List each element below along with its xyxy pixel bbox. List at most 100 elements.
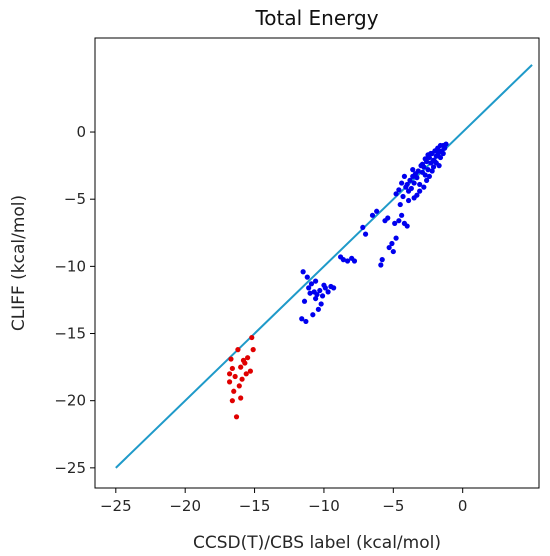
scatter-point bbox=[337, 254, 344, 260]
scatter-point bbox=[228, 356, 234, 362]
scatter-points-layer bbox=[226, 141, 449, 420]
scatter-point bbox=[393, 191, 399, 197]
scatter-point bbox=[238, 395, 244, 401]
scatter-point bbox=[240, 357, 247, 363]
scatter-point bbox=[236, 383, 242, 389]
scatter-point bbox=[232, 373, 238, 380]
scatter-point bbox=[430, 164, 437, 170]
scatter-point bbox=[396, 218, 402, 224]
scatter-point bbox=[325, 289, 331, 295]
x-axis-label: CCSD(T)/CBS label (kcal/mol) bbox=[193, 533, 441, 553]
x-axis-ticks: −25 −20 −15 −10 −5 0 bbox=[100, 488, 467, 515]
scatter-point bbox=[243, 371, 249, 377]
scatter-point bbox=[442, 145, 448, 151]
scatter-point bbox=[239, 376, 245, 382]
scatter-point bbox=[238, 364, 244, 370]
scatter-point bbox=[379, 257, 385, 263]
scatter-point bbox=[369, 212, 376, 218]
scatter-point bbox=[428, 150, 434, 157]
scatter-point bbox=[405, 197, 412, 204]
scatter-point bbox=[303, 318, 309, 325]
scatter-point bbox=[313, 295, 319, 302]
scatter-point bbox=[399, 212, 405, 218]
scatter-point bbox=[313, 278, 319, 284]
scatter-point bbox=[374, 208, 380, 214]
y-tick-label: −5 bbox=[64, 190, 86, 208]
scatter-point bbox=[250, 347, 256, 353]
scatter-point bbox=[417, 181, 423, 188]
reference-line-layer bbox=[115, 64, 533, 469]
scatter-point bbox=[331, 285, 337, 291]
y-tick-label: −20 bbox=[54, 392, 86, 410]
scatter-point bbox=[321, 282, 327, 288]
scatter-point bbox=[314, 291, 320, 298]
scatter-point bbox=[432, 158, 438, 165]
scatter-point bbox=[247, 368, 253, 374]
scatter-point bbox=[317, 287, 323, 294]
scatter-point bbox=[249, 334, 255, 341]
y-axis-ticks: −25 −20 −15 −10 −5 0 bbox=[54, 123, 95, 477]
scatter-point bbox=[301, 298, 308, 304]
scatter-point bbox=[319, 293, 326, 299]
scatter-point bbox=[389, 240, 395, 247]
scatter-point bbox=[424, 177, 430, 183]
scatter-point bbox=[386, 244, 392, 251]
scatter-point bbox=[344, 258, 351, 264]
x-tick-label: 0 bbox=[458, 497, 468, 515]
scatter-point bbox=[414, 175, 420, 181]
scatter-point bbox=[300, 269, 306, 275]
x-tick-label: −15 bbox=[239, 497, 271, 515]
scatter-point bbox=[307, 290, 313, 296]
x-tick-label: −10 bbox=[308, 497, 340, 515]
scatter-point bbox=[436, 163, 442, 169]
scatter-point bbox=[382, 218, 388, 224]
chart-title: Total Energy bbox=[254, 6, 378, 30]
scatter-point bbox=[231, 388, 237, 394]
scatter-point bbox=[233, 414, 240, 420]
scatter-point bbox=[226, 379, 233, 385]
y-axis-label: CLIFF (kcal/mol) bbox=[9, 195, 29, 331]
scatter-point bbox=[229, 365, 235, 372]
scatter-point bbox=[421, 184, 427, 190]
scatter-point bbox=[422, 172, 428, 178]
scatter-point bbox=[426, 173, 432, 179]
scatter-point bbox=[360, 224, 366, 231]
scatter-point bbox=[308, 281, 315, 287]
scatter-point bbox=[396, 187, 402, 193]
scatter-point bbox=[362, 231, 369, 237]
scatter-point bbox=[401, 173, 408, 179]
scatter-point bbox=[425, 167, 431, 173]
scatter-point bbox=[318, 301, 324, 307]
y-tick-label: 0 bbox=[76, 123, 86, 141]
scatter-point bbox=[390, 248, 396, 255]
x-tick-label: −25 bbox=[100, 497, 132, 515]
scatter-point bbox=[378, 262, 384, 268]
plot-area-frame bbox=[94, 37, 540, 489]
scatter-point bbox=[315, 306, 321, 312]
scatter-point bbox=[229, 398, 235, 404]
scatter-point bbox=[306, 285, 312, 291]
scatter-point bbox=[407, 177, 413, 183]
scatter-point bbox=[245, 355, 251, 361]
scatter-point bbox=[440, 150, 446, 157]
scatter-point bbox=[429, 168, 435, 174]
y-tick-label: −15 bbox=[54, 325, 86, 343]
x-tick-label: −20 bbox=[169, 497, 201, 515]
scatter-point bbox=[351, 258, 358, 264]
scatter-point bbox=[437, 154, 444, 161]
x-tick-label: −5 bbox=[382, 497, 404, 515]
y-tick-label: −25 bbox=[54, 459, 86, 477]
scatter-point bbox=[411, 180, 417, 186]
scatter-point bbox=[304, 274, 310, 280]
scatter-point bbox=[417, 188, 423, 194]
scatter-point bbox=[400, 193, 406, 200]
scatter-point bbox=[310, 312, 316, 318]
scatter-point bbox=[411, 195, 417, 201]
scatter-point bbox=[397, 201, 403, 208]
scatter-point bbox=[393, 235, 399, 241]
scatter-point bbox=[405, 188, 412, 194]
scatter-point bbox=[299, 316, 305, 322]
scatter-point bbox=[404, 223, 410, 229]
scatter-point bbox=[419, 161, 426, 167]
